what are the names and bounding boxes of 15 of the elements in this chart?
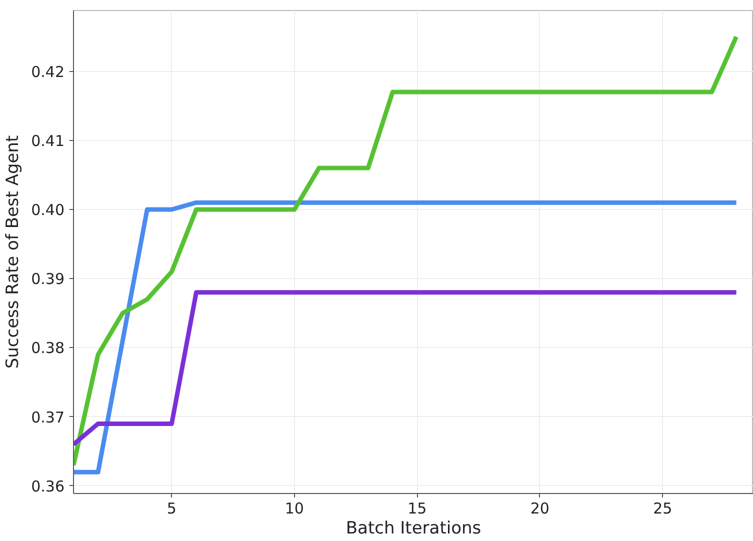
- y-axis-title: Success Rate of Best Agent: [3, 134, 24, 369]
- x-tick-label: 10: [284, 500, 304, 518]
- y-tick-label: 0.36: [31, 477, 65, 496]
- y-tick-label: 0.38: [31, 339, 65, 358]
- y-tick-label: 0.40: [31, 201, 65, 220]
- x-tick-label: 15: [408, 500, 427, 518]
- y-tick-label: 0.41: [31, 132, 65, 150]
- x-axis-title: Batch Iterations: [346, 518, 482, 538]
- y-tick-label: 0.39: [31, 270, 65, 288]
- y-tick-label: 0.37: [31, 408, 65, 426]
- x-tick-label: 20: [530, 500, 550, 518]
- x-tick-label: 25: [653, 500, 672, 518]
- y-tick-label: 0.42: [31, 62, 65, 81]
- line-series: [74, 34, 739, 468]
- x-tick-label: 5: [166, 500, 176, 518]
